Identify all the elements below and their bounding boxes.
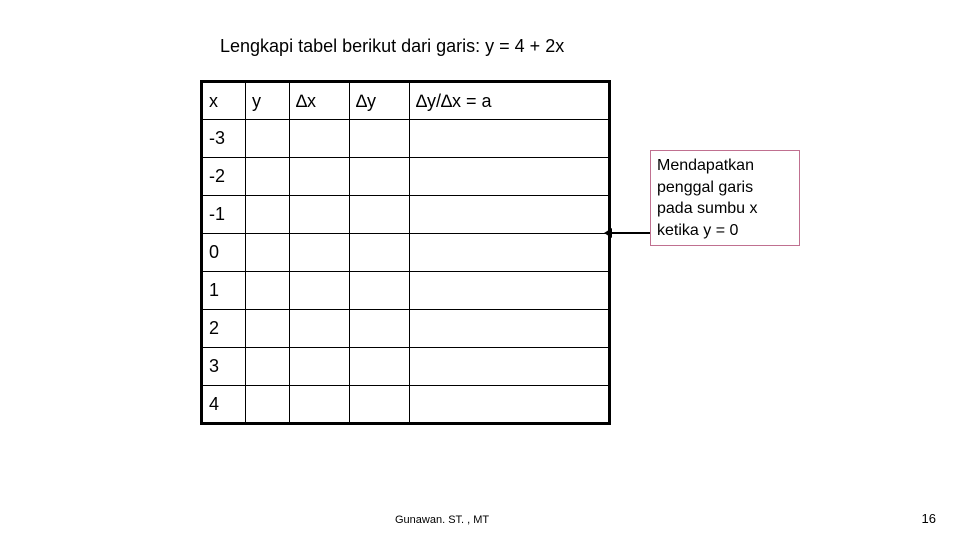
- cell-ratio: [410, 120, 610, 158]
- cell-y: [246, 196, 290, 234]
- table-row: -1: [202, 196, 610, 234]
- cell-dy: [350, 310, 410, 348]
- footer-page-number: 16: [922, 511, 936, 526]
- table-row: 0: [202, 234, 610, 272]
- col-header-y: y: [246, 82, 290, 120]
- annotation-box: Mendapatkan penggal garis pada sumbu x k…: [650, 150, 800, 246]
- cell-dx: [290, 120, 350, 158]
- cell-ratio: [410, 386, 610, 424]
- cell-dy: [350, 196, 410, 234]
- col-header-dy: ∆y: [350, 82, 410, 120]
- table-row: -2: [202, 158, 610, 196]
- cell-y: [246, 120, 290, 158]
- cell-y: [246, 158, 290, 196]
- instruction-text: Lengkapi tabel berikut dari garis: y = 4…: [220, 36, 564, 57]
- cell-x: -1: [202, 196, 246, 234]
- cell-ratio: [410, 310, 610, 348]
- cell-dy: [350, 234, 410, 272]
- col-header-x: x: [202, 82, 246, 120]
- cell-dy: [350, 386, 410, 424]
- cell-ratio: [410, 234, 610, 272]
- col-header-ratio: ∆y/∆x = a: [410, 82, 610, 120]
- cell-x: 0: [202, 234, 246, 272]
- table-row: 2: [202, 310, 610, 348]
- cell-ratio: [410, 272, 610, 310]
- cell-ratio: [410, 196, 610, 234]
- cell-y: [246, 348, 290, 386]
- cell-dx: [290, 310, 350, 348]
- cell-dx: [290, 386, 350, 424]
- table-row: 3: [202, 348, 610, 386]
- cell-y: [246, 272, 290, 310]
- cell-y: [246, 386, 290, 424]
- cell-dy: [350, 348, 410, 386]
- col-header-dx: ∆x: [290, 82, 350, 120]
- cell-x: 3: [202, 348, 246, 386]
- cell-y: [246, 310, 290, 348]
- cell-dx: [290, 348, 350, 386]
- table-header-row: x y ∆x ∆y ∆y/∆x = a: [202, 82, 610, 120]
- cell-ratio: [410, 158, 610, 196]
- cell-dx: [290, 196, 350, 234]
- data-table: x y ∆x ∆y ∆y/∆x = a -3 -2 -1 0 1 2 3 4: [200, 80, 611, 425]
- cell-dx: [290, 158, 350, 196]
- cell-x: 2: [202, 310, 246, 348]
- cell-dy: [350, 158, 410, 196]
- cell-dx: [290, 272, 350, 310]
- footer-author: Gunawan. ST. , MT: [395, 514, 489, 526]
- cell-ratio: [410, 348, 610, 386]
- cell-dx: [290, 234, 350, 272]
- cell-x: 1: [202, 272, 246, 310]
- table-row: -3: [202, 120, 610, 158]
- cell-y: [246, 234, 290, 272]
- cell-dy: [350, 272, 410, 310]
- cell-dy: [350, 120, 410, 158]
- table-row: 4: [202, 386, 610, 424]
- table-row: 1: [202, 272, 610, 310]
- cell-x: -3: [202, 120, 246, 158]
- arrow-line-icon: [610, 232, 650, 234]
- cell-x: 4: [202, 386, 246, 424]
- arrow-head-icon: [604, 228, 612, 238]
- cell-x: -2: [202, 158, 246, 196]
